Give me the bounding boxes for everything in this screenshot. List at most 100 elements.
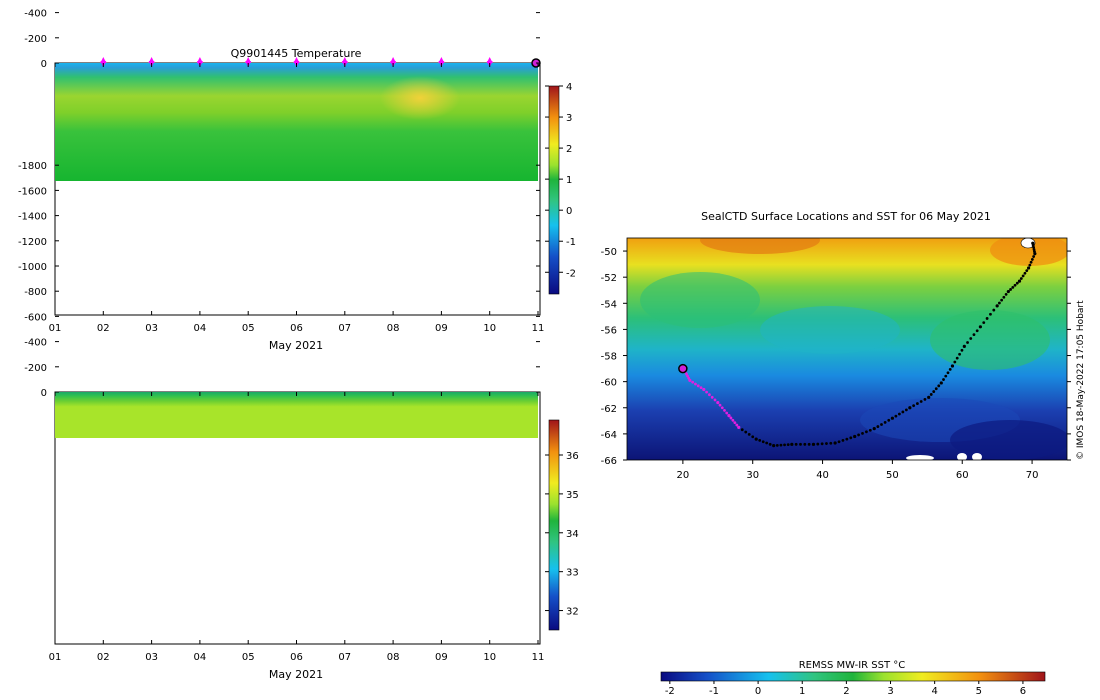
salinity-y-tick-label: -200	[24, 363, 47, 374]
map-lat-tick-label: -60	[601, 378, 617, 389]
imos-credit: © IMOS 18-May-2022 17:05 Hobart	[1076, 300, 1086, 460]
track-point	[861, 431, 864, 435]
track-point	[820, 442, 824, 446]
track-point	[713, 398, 717, 402]
track-point	[950, 364, 955, 368]
temperature-x-tick-label: 02	[97, 323, 110, 334]
track-point	[694, 382, 697, 386]
track-point	[912, 404, 916, 408]
salinity-y-tick-label: -1800	[18, 161, 47, 172]
track-point	[989, 312, 992, 316]
map-lon-tick-label: 70	[1026, 470, 1039, 481]
temperature-panel: Q9901445 Temperature 0 -200 -400 -600 -800 -1…	[24, 9, 576, 352]
track-point	[1025, 269, 1029, 273]
salinity-y-tick-label: -600	[24, 312, 47, 323]
map-colorbar-label: REMSS MW-IR SST °C	[799, 660, 906, 671]
salinity-colorbar-tick-label: 32	[566, 607, 579, 618]
salinity-x-tick-label: 04	[194, 652, 207, 663]
temperature-x-label: May 2021	[269, 339, 323, 352]
track-point	[723, 408, 726, 412]
sst-patch	[930, 310, 1050, 370]
temperature-x-axis: 01 02 03 04 05 06 07 08 09 10 11	[49, 63, 544, 334]
map-colorbar-tick-label: 6	[1020, 686, 1026, 697]
track-point	[916, 402, 919, 405]
track-point	[845, 437, 849, 441]
map-colorbar-tick-label: -1	[709, 686, 719, 697]
track-point	[887, 418, 891, 422]
salinity-colorbar-tick-label: 36	[566, 451, 579, 462]
track-point	[890, 416, 894, 420]
track-point	[731, 418, 735, 422]
track-point	[718, 403, 722, 407]
temperature-colorbar	[548, 85, 560, 295]
track-point	[691, 380, 695, 384]
map-lat-tick-label: -66	[601, 456, 617, 467]
track-point	[934, 387, 938, 391]
salinity-panel: 0 -200 -400 -600 -800 -1000 -1200 -1400 -1600 -18…	[18, 161, 579, 681]
temperature-colorbar-tick-label: 3	[566, 113, 572, 124]
salinity-y-tick-label: 0	[41, 388, 47, 399]
track-point	[729, 416, 733, 420]
salinity-y-tick-label: -1400	[18, 212, 47, 223]
track-point	[955, 356, 959, 360]
temperature-colorbar-tick-label: 1	[566, 175, 572, 186]
track-point	[744, 430, 748, 434]
track-point	[799, 442, 802, 446]
salinity-colorbar-ticks: 36 35 34 33 32	[545, 451, 579, 618]
track-point	[939, 381, 943, 385]
track-point	[807, 442, 811, 446]
map-lon-tick-label: 50	[886, 470, 899, 481]
track-point	[708, 393, 711, 397]
map-lat-tick-label: -64	[601, 430, 617, 441]
salinity-y-tick-label: -800	[24, 287, 47, 298]
track-point	[972, 333, 976, 337]
track-point	[1032, 255, 1036, 258]
salinity-x-label: May 2021	[269, 668, 323, 681]
map-colorbar-tick-label: 4	[931, 686, 937, 697]
temperature-colorbar-tick-label: 0	[566, 206, 572, 217]
track-point	[1011, 285, 1015, 289]
map-title: SealCTD Surface Locations and SST for 06…	[701, 210, 991, 223]
map-colorbar-ticks: -2 -1 0 1 2 3 4 5 6	[665, 681, 1026, 697]
map-colorbar-tick-label: -2	[665, 686, 675, 697]
track-point	[1006, 289, 1010, 294]
map-lon-tick-label: 30	[746, 470, 759, 481]
map-lat-tick-label: -52	[601, 273, 617, 284]
map-colorbar-tick-label: 0	[755, 686, 761, 697]
temperature-title: Q9901445 Temperature	[231, 47, 362, 60]
salinity-colorbar-tick-label: 33	[566, 568, 579, 579]
track-point	[975, 329, 979, 333]
track-point	[699, 386, 703, 390]
track-point	[737, 425, 741, 429]
sst-patch	[640, 272, 760, 328]
track-point	[829, 441, 833, 445]
track-point	[768, 442, 772, 446]
track-point	[705, 390, 709, 394]
track-point	[948, 367, 952, 371]
track-point	[962, 344, 966, 348]
temperature-y-tick-label: 0	[41, 59, 47, 70]
temperature-warm-anomaly	[380, 76, 460, 120]
track-point	[992, 308, 996, 312]
land-ice	[957, 453, 967, 460]
map-colorbar-tick-label: 1	[799, 686, 805, 697]
track-point	[1009, 288, 1012, 291]
track-point	[929, 393, 933, 396]
map-lat-tick-label: -54	[601, 299, 617, 310]
track-point	[923, 398, 927, 401]
track-point	[872, 427, 876, 431]
map-lon-tick-label: 20	[677, 470, 690, 481]
map-frame	[626, 237, 1068, 461]
track-point	[969, 337, 973, 340]
salinity-colorbar-tick-label: 35	[566, 490, 579, 501]
map-lat-tick-label: -58	[601, 352, 617, 363]
track-point	[837, 440, 841, 444]
temperature-x-tick-label: 04	[194, 323, 207, 334]
track-point	[816, 442, 820, 446]
track-point	[786, 443, 790, 446]
track-point	[868, 428, 872, 432]
salinity-x-tick-label: 10	[483, 652, 496, 663]
track-point	[849, 436, 853, 440]
track-point	[696, 384, 700, 388]
track-point	[1021, 274, 1025, 278]
